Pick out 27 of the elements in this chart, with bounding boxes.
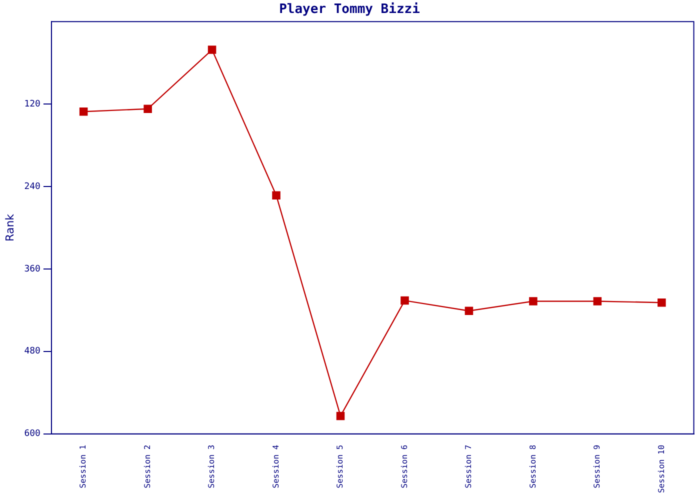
point: [208, 46, 216, 54]
point: [79, 107, 88, 116]
y-tick-label: 480: [24, 346, 40, 357]
x-tick-label: Session 2: [142, 444, 152, 488]
y-axis-title: Rank: [3, 213, 16, 242]
point: [593, 297, 602, 306]
x-tick-label: Session 9: [592, 444, 602, 488]
x-tick-label: Session 10: [656, 444, 666, 494]
point: [400, 296, 409, 305]
point: [336, 412, 345, 420]
point: [272, 191, 280, 200]
y-tick-label: 600: [24, 429, 40, 440]
x-tick-label: Session 5: [336, 444, 345, 488]
x-tick-label: Session 8: [528, 444, 538, 488]
y-tick-label: 120: [24, 99, 40, 110]
point: [529, 297, 538, 306]
x-tick-label: Session 7: [464, 444, 474, 488]
y-tick-label: 360: [24, 264, 40, 274]
point: [144, 104, 152, 113]
chart-title: Player Tommy Bizzi: [279, 2, 420, 18]
point: [464, 306, 474, 315]
x-tick-label: Session 3: [207, 444, 216, 488]
x-tick-label: Session 6: [400, 444, 409, 488]
x-tick-label: Session 1: [78, 444, 88, 488]
x-tick-label: Session 4: [271, 444, 280, 488]
y-tick-label: 240: [24, 182, 40, 192]
point: [658, 298, 666, 307]
